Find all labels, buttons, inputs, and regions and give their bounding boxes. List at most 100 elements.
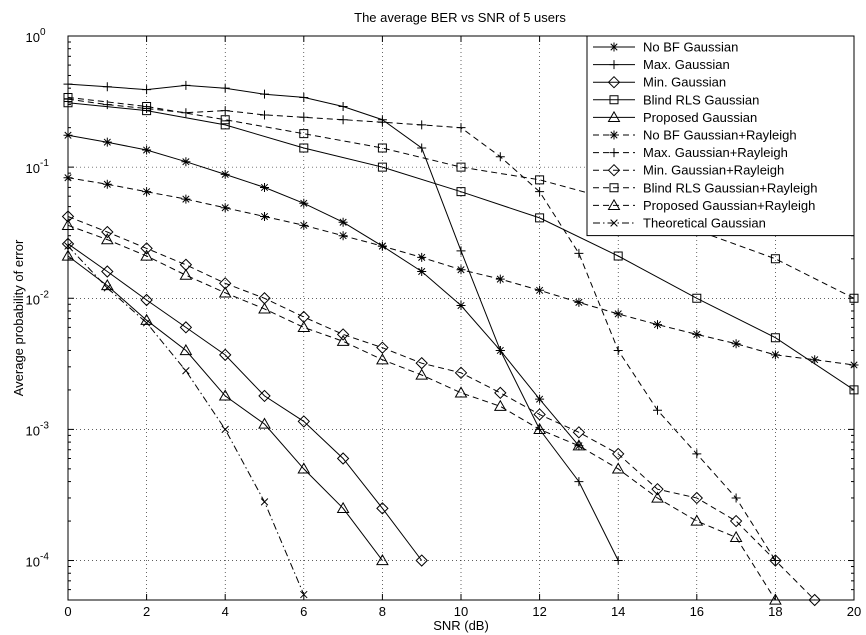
data-point xyxy=(653,405,662,415)
data-point xyxy=(533,408,546,421)
data-point xyxy=(181,157,191,167)
legend-label: Min. Gaussian+Rayleigh xyxy=(643,163,784,178)
x-tick-label: 18 xyxy=(768,604,782,619)
data-point xyxy=(218,286,232,298)
data-point xyxy=(142,319,151,327)
data-point xyxy=(417,266,427,276)
data-point xyxy=(297,462,311,474)
data-point xyxy=(729,514,743,528)
data-point xyxy=(258,389,271,403)
legend-box xyxy=(586,35,855,237)
series-min-gaussian xyxy=(61,237,428,567)
data-point xyxy=(415,368,429,380)
data-point xyxy=(220,83,230,93)
grid xyxy=(68,36,854,600)
data-point xyxy=(297,320,311,332)
legend-marker xyxy=(610,219,618,227)
y-tick-exponent: -2 xyxy=(40,289,49,300)
x-axis-label: SNR (dB) xyxy=(433,618,489,633)
data-point xyxy=(336,334,350,346)
series-line xyxy=(67,134,580,447)
data-point xyxy=(142,187,152,197)
y-tick-label: 10 xyxy=(26,161,40,176)
data-point xyxy=(220,169,230,179)
y-tick-base: 10 xyxy=(26,30,40,45)
series-line xyxy=(67,243,423,561)
data-point xyxy=(613,556,623,566)
legend-marker xyxy=(609,95,619,105)
data-point xyxy=(218,348,232,362)
data-point xyxy=(454,366,468,380)
data-point xyxy=(338,231,348,241)
data-point xyxy=(181,80,191,90)
data-point xyxy=(103,284,112,292)
data-point xyxy=(336,452,350,465)
data-point xyxy=(849,293,859,303)
data-point xyxy=(299,112,309,122)
series-min-gaussian-rayleigh xyxy=(61,210,821,607)
data-point xyxy=(535,285,545,295)
legend-item: No BF Gaussian xyxy=(593,40,738,55)
data-point xyxy=(140,242,153,255)
data-point xyxy=(731,339,741,349)
legend-marker xyxy=(609,148,619,158)
data-point xyxy=(849,385,859,395)
data-point xyxy=(376,554,389,566)
data-point xyxy=(613,345,623,355)
legend-item: No BF Gaussian+Rayleigh xyxy=(593,128,797,143)
legend-label: No BF Gaussian+Rayleigh xyxy=(643,128,797,143)
legend-label: Proposed Gaussian+Rayleigh xyxy=(643,198,815,213)
data-point xyxy=(299,92,309,102)
data-point xyxy=(770,254,780,264)
y-tick-base: 10 xyxy=(26,292,40,307)
y-tick-exponent: -3 xyxy=(40,420,49,431)
data-point xyxy=(651,491,664,503)
data-point xyxy=(572,439,586,451)
x-tick-label: 14 xyxy=(611,604,625,619)
data-point xyxy=(495,274,505,284)
data-point xyxy=(810,355,820,365)
legend-item: Max. Gaussian+Rayleigh xyxy=(593,145,788,160)
legend-label: Proposed Gaussian xyxy=(643,110,757,125)
legend: No BF Gaussian Max. Gaussian Min. Gaussian… xyxy=(586,35,855,237)
data-point xyxy=(574,297,584,307)
legend-item: Theoretical Gaussian xyxy=(593,216,766,231)
data-point xyxy=(258,302,271,314)
legend-label: Max. Gaussian+Rayleigh xyxy=(643,145,788,160)
series-proposed-gaussian xyxy=(61,249,389,566)
data-point xyxy=(417,120,427,130)
data-point xyxy=(299,220,309,230)
data-point xyxy=(535,175,545,185)
x-tick-label: 12 xyxy=(532,604,546,619)
data-point xyxy=(613,309,623,319)
legend-item: Proposed Gaussian+Rayleigh xyxy=(593,198,815,213)
series-line xyxy=(67,96,855,299)
x-tick-label: 16 xyxy=(690,604,704,619)
data-point xyxy=(770,333,780,343)
data-point xyxy=(611,462,625,474)
data-point xyxy=(299,129,309,139)
legend-label: Blind RLS Gaussian xyxy=(643,92,759,107)
y-tick-base: 10 xyxy=(26,555,40,570)
data-point xyxy=(101,265,114,278)
data-point xyxy=(299,198,309,208)
legend-marker xyxy=(607,198,621,211)
data-point xyxy=(690,491,704,505)
data-point xyxy=(651,482,664,496)
data-point xyxy=(456,123,466,133)
legend-marker xyxy=(609,130,619,140)
data-point xyxy=(535,213,545,223)
x-tick-label: 20 xyxy=(847,604,861,619)
data-point xyxy=(417,252,427,262)
data-point xyxy=(376,353,389,365)
series-line xyxy=(67,224,776,601)
data-point xyxy=(142,145,152,155)
y-tick-label: 10 xyxy=(26,30,40,45)
series-line xyxy=(67,255,383,561)
y-tick-label: 10 xyxy=(26,292,40,307)
y-axis-label: Average probability of error xyxy=(11,239,26,396)
x-tick-label: 6 xyxy=(300,604,307,619)
data-point xyxy=(100,233,114,245)
